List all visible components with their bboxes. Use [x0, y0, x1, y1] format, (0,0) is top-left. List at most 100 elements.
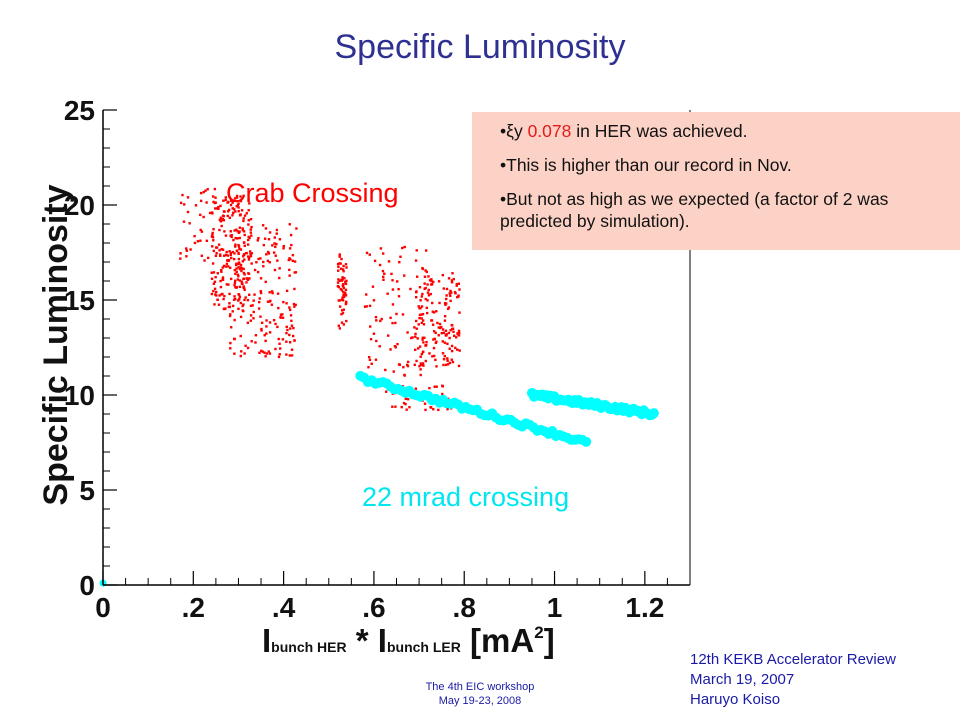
crab-point — [389, 316, 392, 320]
crab-point — [206, 256, 210, 260]
crab-point — [223, 210, 226, 213]
crab-point — [431, 301, 434, 305]
crab-point — [415, 359, 418, 363]
crab-point — [225, 250, 228, 254]
crab-point — [438, 322, 442, 326]
crab-point — [452, 277, 455, 281]
crab-point — [279, 313, 283, 317]
crab-point — [450, 358, 453, 361]
crab-point — [285, 302, 288, 305]
crab-point — [249, 228, 252, 231]
crab-point — [217, 243, 221, 246]
crab-point — [260, 327, 263, 331]
crab-point — [242, 230, 246, 233]
crab-point — [228, 314, 232, 318]
crab-point — [221, 276, 225, 279]
crab-point — [421, 362, 425, 365]
crab-point — [288, 268, 291, 272]
crab-point — [220, 268, 223, 272]
crab-point — [245, 251, 248, 255]
crab-point — [263, 351, 266, 354]
crab-point — [430, 278, 433, 281]
crab-point — [202, 190, 205, 194]
crab-point — [288, 223, 291, 226]
crab-point — [275, 232, 278, 235]
crab-point — [367, 355, 371, 359]
crab-point — [269, 299, 272, 303]
crab-point — [341, 296, 344, 299]
crab-point — [228, 305, 232, 309]
crab-point — [419, 362, 422, 365]
crab-point — [228, 266, 232, 270]
crab-point — [252, 317, 255, 320]
crab-point — [415, 249, 418, 252]
crab-point — [457, 334, 461, 337]
crab-point — [394, 405, 397, 408]
crab-point — [420, 317, 423, 320]
crab-point — [456, 295, 459, 299]
crab-point — [251, 304, 254, 307]
crab-point — [455, 282, 458, 286]
crab-point — [443, 341, 447, 344]
crab-point — [458, 331, 461, 335]
crab-point — [237, 206, 240, 209]
crab-point — [220, 224, 223, 228]
crab-point — [242, 217, 245, 220]
crab-point — [424, 297, 427, 301]
crab-point — [448, 292, 451, 295]
crab-point — [276, 259, 279, 262]
crab-point — [268, 291, 271, 294]
crab-point — [246, 298, 250, 302]
crab-point — [365, 305, 368, 308]
crab-point — [243, 241, 246, 244]
crab-point — [250, 340, 253, 343]
crab-point — [337, 269, 340, 272]
crab-point — [379, 319, 382, 323]
crab-point — [265, 332, 268, 335]
crab-point — [442, 287, 445, 290]
crab-point — [257, 257, 260, 261]
crab-point — [215, 246, 219, 249]
crab-point — [375, 319, 378, 322]
crab-point — [243, 233, 246, 237]
crab-point — [274, 254, 277, 257]
mrad-crossing-label: 22 mrad crossing — [362, 482, 570, 512]
crab-point — [336, 281, 340, 284]
crab-point — [246, 321, 250, 325]
crab-point — [213, 287, 217, 291]
crab-point — [261, 224, 265, 227]
crab-point — [434, 358, 437, 362]
crab-point — [421, 267, 425, 271]
crab-point — [224, 234, 228, 237]
crab-point — [287, 258, 290, 262]
crab-point — [414, 259, 418, 262]
crab-point — [243, 273, 246, 276]
crab-point — [422, 364, 425, 367]
crab-point — [290, 324, 294, 327]
crab-point — [237, 243, 240, 247]
crab-point — [237, 245, 241, 248]
x-axis-label: Ibunch HER * Ibunch LER [mA2] — [262, 622, 555, 660]
crab-point — [448, 361, 452, 365]
crab-point — [199, 239, 202, 242]
crab-point — [233, 197, 237, 200]
crab-point — [278, 267, 281, 270]
crab-point — [432, 354, 436, 358]
crab-point — [235, 228, 238, 231]
crab-point — [423, 275, 427, 278]
crab-point — [243, 258, 246, 261]
crab-point — [240, 350, 243, 353]
crab-point — [438, 301, 441, 305]
crab-point — [344, 288, 348, 292]
crab-point — [249, 314, 253, 317]
crab-point — [437, 326, 440, 329]
crab-point — [420, 305, 424, 308]
crab-point — [414, 332, 417, 336]
crab-point — [270, 303, 274, 306]
crab-point — [406, 364, 410, 368]
crab-point — [182, 220, 186, 223]
crab-point — [435, 365, 438, 368]
crab-point — [409, 287, 412, 291]
crab-point — [227, 283, 230, 286]
crab-point — [441, 385, 444, 388]
